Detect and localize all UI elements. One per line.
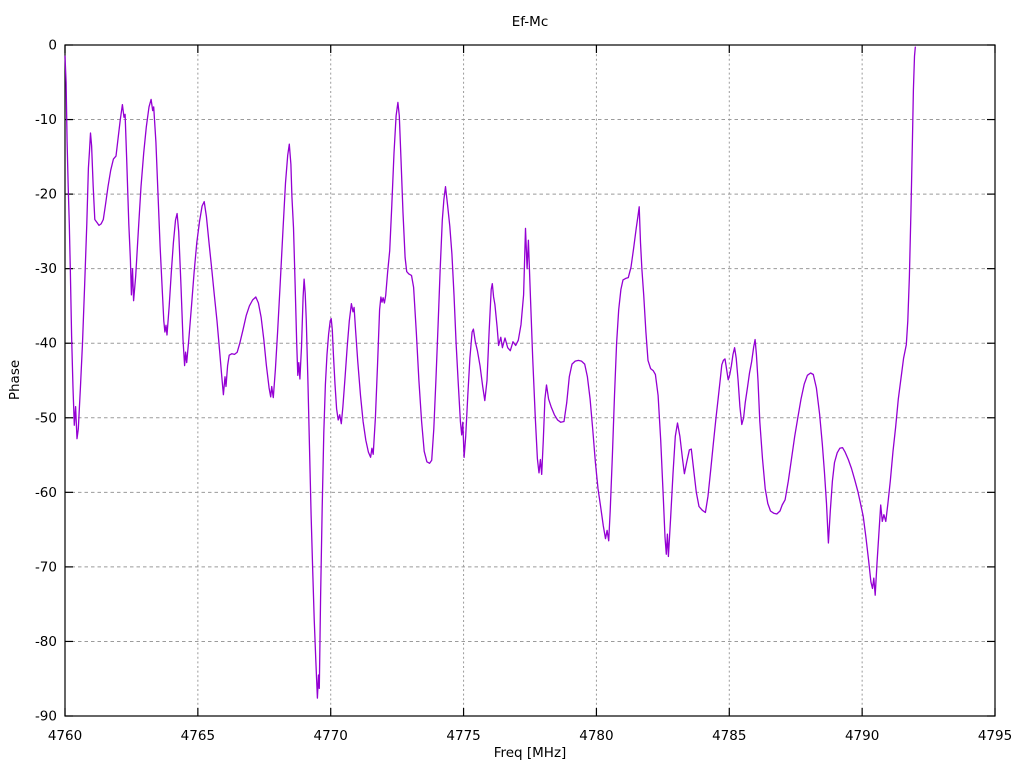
y-tick-label: -10 (35, 112, 57, 128)
x-axis-label: Freq [MHz] (494, 745, 567, 761)
x-tick-label: 4770 (314, 728, 348, 744)
x-tick-label: 4795 (978, 728, 1012, 744)
x-tick-label: 4780 (579, 728, 613, 744)
y-tick-labels: 0 -10 -20 -30 -40 -50 -60 -70 -80 -90 (35, 38, 57, 725)
plot-border (64, 44, 996, 717)
chart-title: Ef-Mc (512, 14, 549, 30)
y-tick-label: -90 (35, 709, 57, 725)
axis-ticks (64, 44, 996, 717)
y-tick-label: -70 (35, 559, 57, 575)
y-tick-label: -30 (35, 261, 57, 277)
y-tick-label: -20 (35, 187, 57, 203)
y-tick-label: 0 (48, 38, 57, 54)
x-tick-label: 4765 (181, 728, 215, 744)
gridlines (65, 45, 995, 716)
y-axis-label: Phase (7, 360, 23, 400)
y-tick-label: -80 (35, 634, 57, 650)
x-tick-label: 4760 (48, 728, 82, 744)
x-tick-labels: 4760 4765 4770 4775 4780 4785 4790 4795 (48, 728, 1012, 744)
x-tick-label: 4775 (446, 728, 480, 744)
y-tick-label: -50 (35, 410, 57, 426)
phase-series-line (64, 46, 916, 699)
y-tick-label: -40 (35, 336, 57, 352)
x-tick-label: 4785 (712, 728, 746, 744)
y-tick-label: -60 (35, 485, 57, 501)
x-tick-label: 4790 (845, 728, 879, 744)
